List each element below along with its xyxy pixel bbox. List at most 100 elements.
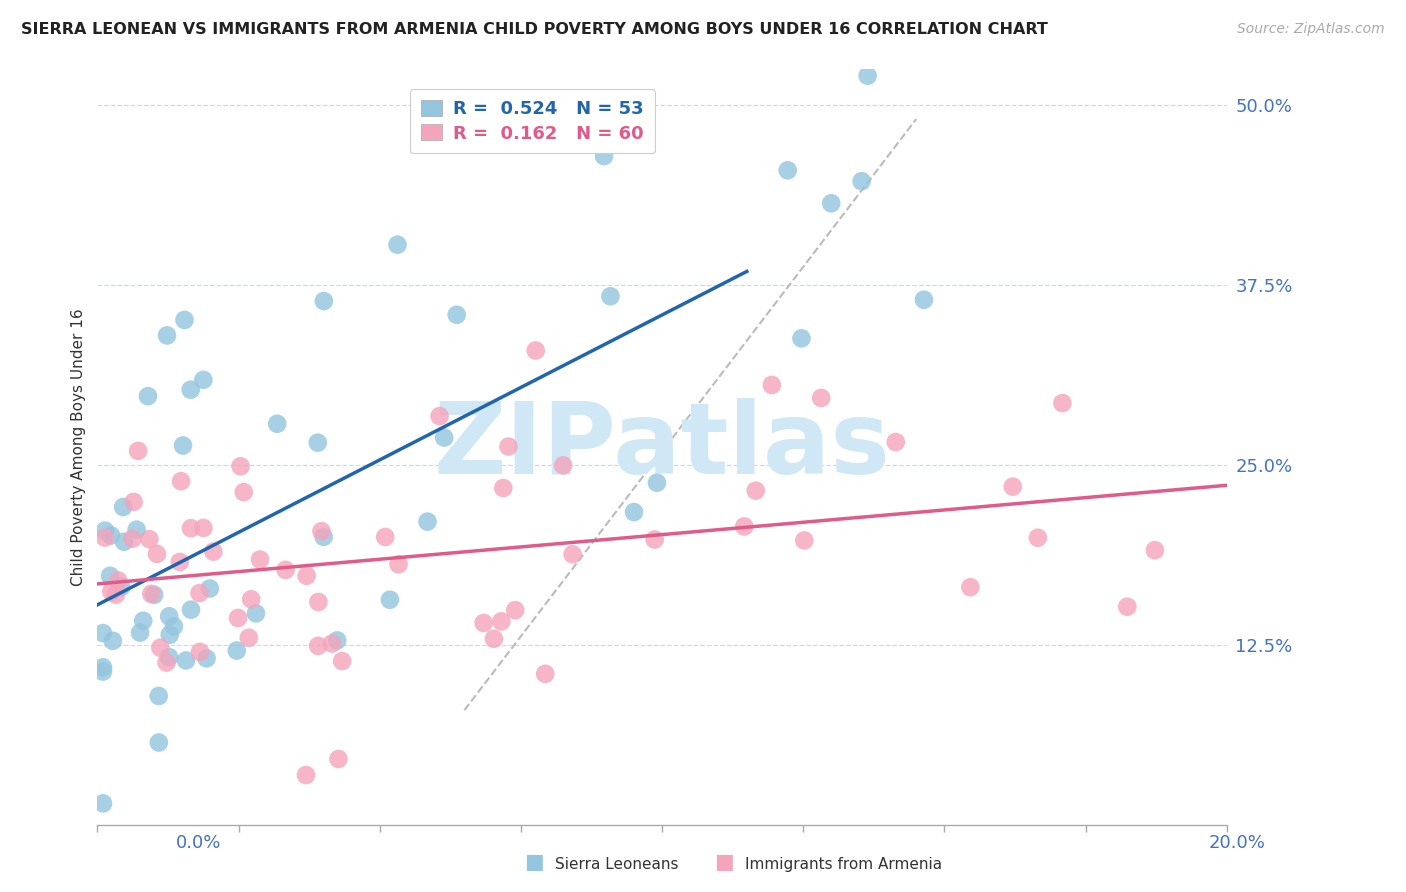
Point — [121, 532, 143, 546]
Text: SIERRA LEONEAN VS IMMIGRANTS FROM ARMENIA CHILD POVERTY AMONG BOYS UNDER 16 CORR: SIERRA LEONEAN VS IMMIGRANTS FROM ARMENI… — [21, 22, 1047, 37]
Text: Immigrants from Armenia: Immigrants from Armenia — [745, 857, 942, 872]
Point — [446, 308, 468, 322]
Point — [623, 505, 645, 519]
Point — [149, 640, 172, 655]
Point — [155, 656, 177, 670]
Point — [482, 632, 505, 646]
Point — [374, 530, 396, 544]
Point — [790, 331, 813, 345]
Point — [321, 636, 343, 650]
Point — [553, 458, 575, 473]
Point — [307, 639, 329, 653]
Point — [98, 568, 121, 582]
Point — [104, 588, 127, 602]
Text: Sierra Leoneans: Sierra Leoneans — [555, 857, 679, 872]
Point — [959, 580, 981, 594]
Point — [534, 666, 557, 681]
Point — [157, 609, 180, 624]
Point — [112, 534, 135, 549]
Point — [429, 409, 451, 423]
Y-axis label: Child Poverty Among Boys Under 16: Child Poverty Among Boys Under 16 — [72, 308, 86, 586]
Point — [599, 289, 621, 303]
Point — [851, 174, 873, 188]
Text: 20.0%: 20.0% — [1209, 834, 1265, 852]
Point — [328, 752, 350, 766]
Point — [416, 515, 439, 529]
Point — [387, 237, 409, 252]
Point — [1052, 396, 1074, 410]
Point — [188, 586, 211, 600]
Point — [157, 650, 180, 665]
Point — [143, 588, 166, 602]
Point — [91, 660, 114, 674]
Point — [238, 631, 260, 645]
Point — [163, 619, 186, 633]
Point — [107, 574, 129, 588]
Point — [180, 602, 202, 616]
Point — [295, 768, 318, 782]
Point — [912, 293, 935, 307]
Point — [312, 530, 335, 544]
Point — [173, 313, 195, 327]
Text: ■: ■ — [714, 853, 734, 872]
Point — [307, 435, 329, 450]
Point — [326, 633, 349, 648]
Point — [820, 196, 842, 211]
Point — [138, 532, 160, 546]
Point — [1026, 531, 1049, 545]
Text: ZIPatlas: ZIPatlas — [433, 399, 890, 495]
Point — [148, 735, 170, 749]
Point — [125, 523, 148, 537]
Point — [307, 595, 329, 609]
Point — [245, 607, 267, 621]
Point — [249, 552, 271, 566]
Text: Source: ZipAtlas.com: Source: ZipAtlas.com — [1237, 22, 1385, 37]
Point — [733, 519, 755, 533]
Point — [122, 495, 145, 509]
Point — [761, 378, 783, 392]
Point — [561, 547, 583, 561]
Point — [91, 665, 114, 679]
Point — [810, 391, 832, 405]
Point — [503, 603, 526, 617]
Point — [776, 163, 799, 178]
Point — [174, 653, 197, 667]
Point — [202, 544, 225, 558]
Point — [240, 592, 263, 607]
Point — [127, 443, 149, 458]
Point — [169, 555, 191, 569]
Point — [1143, 543, 1166, 558]
Point — [311, 524, 333, 539]
Point — [188, 645, 211, 659]
Point — [492, 481, 515, 495]
Point — [180, 383, 202, 397]
Point — [856, 69, 879, 83]
Point — [141, 587, 163, 601]
Point — [274, 563, 297, 577]
Point — [195, 651, 218, 665]
Point — [226, 611, 249, 625]
Point — [193, 521, 215, 535]
Point — [101, 633, 124, 648]
Point — [170, 474, 193, 488]
Point — [159, 628, 181, 642]
Point — [433, 431, 456, 445]
Point — [129, 625, 152, 640]
Point — [100, 528, 122, 542]
Point — [94, 531, 117, 545]
Point — [91, 797, 114, 811]
Point — [172, 438, 194, 452]
Text: 0.0%: 0.0% — [176, 834, 221, 852]
Text: ■: ■ — [524, 853, 544, 872]
Point — [1116, 599, 1139, 614]
Point — [491, 615, 513, 629]
Point — [793, 533, 815, 548]
Point — [472, 615, 495, 630]
Point — [229, 459, 252, 474]
Point — [1001, 480, 1024, 494]
Point — [156, 328, 179, 343]
Point — [645, 475, 668, 490]
Point — [884, 435, 907, 450]
Point — [112, 500, 135, 514]
Point — [91, 626, 114, 640]
